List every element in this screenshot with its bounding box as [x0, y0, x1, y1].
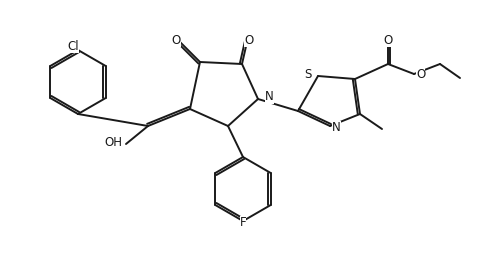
Text: Cl: Cl: [67, 40, 79, 53]
Text: O: O: [416, 68, 425, 81]
Text: OH: OH: [104, 136, 122, 149]
Text: O: O: [383, 34, 393, 47]
Text: O: O: [172, 34, 181, 47]
Text: O: O: [245, 34, 253, 47]
Text: N: N: [332, 121, 341, 134]
Text: F: F: [240, 216, 247, 229]
Text: N: N: [265, 90, 274, 104]
Text: S: S: [305, 68, 312, 81]
